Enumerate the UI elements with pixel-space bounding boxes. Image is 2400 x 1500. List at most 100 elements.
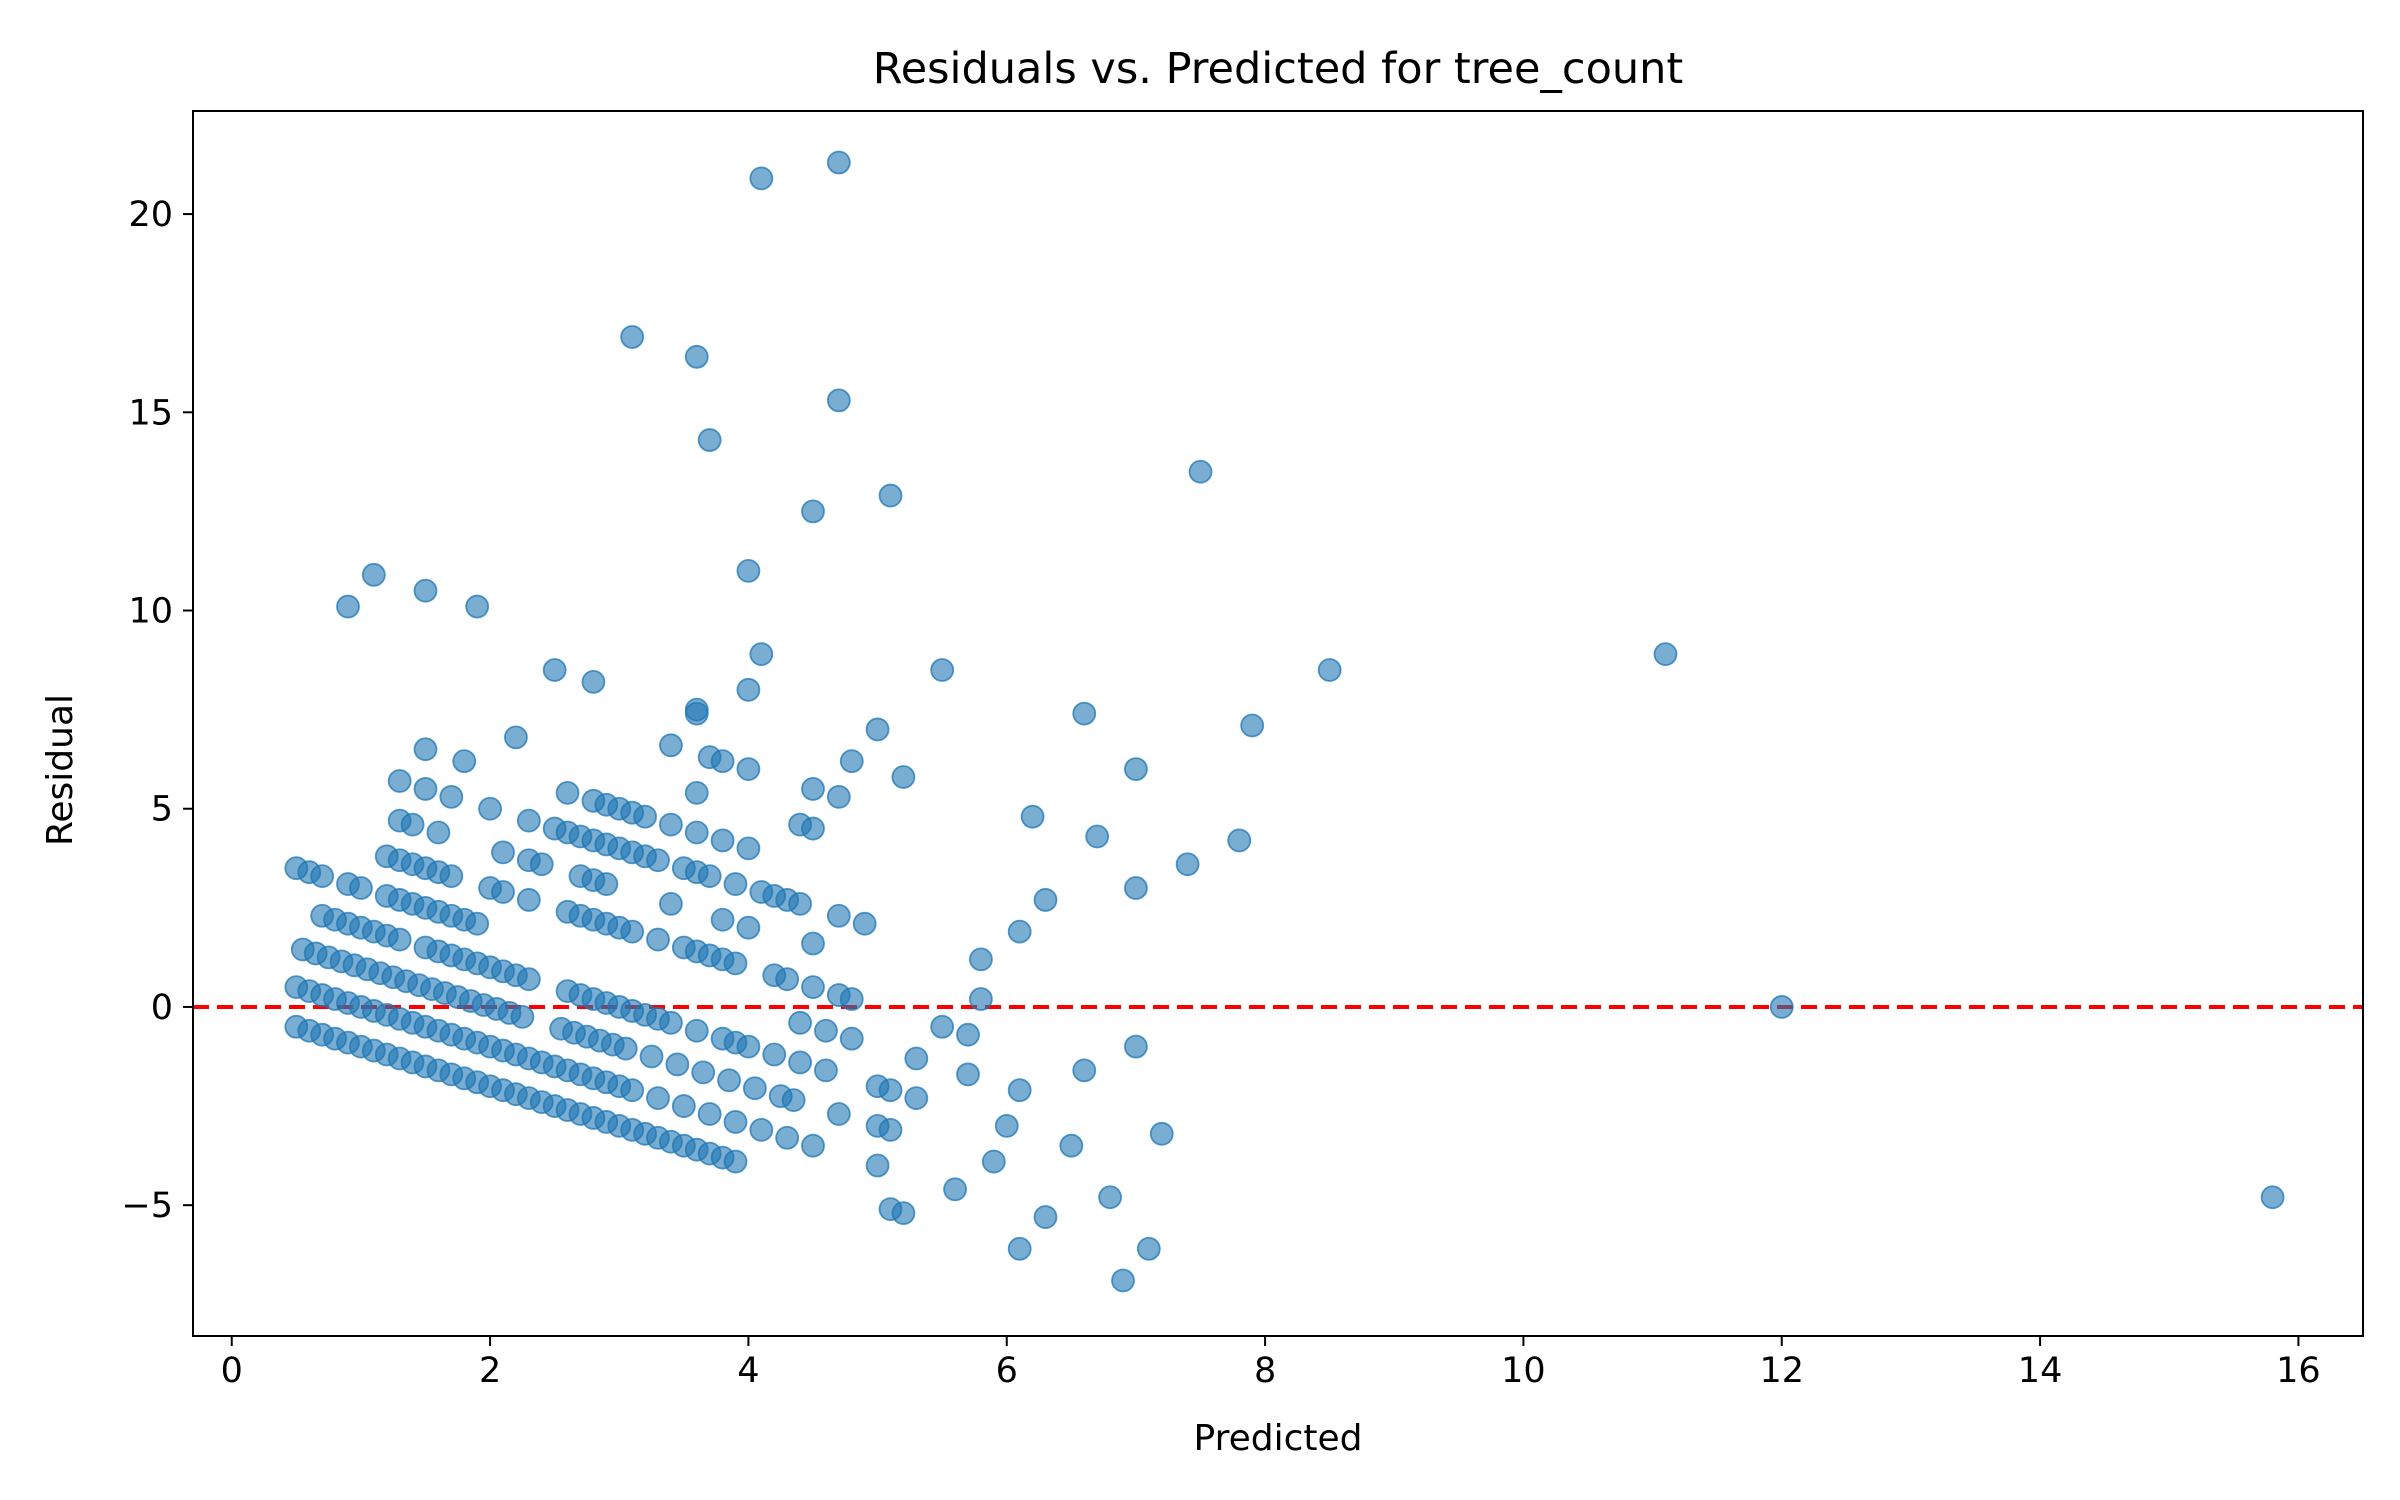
- scatter-point: [659, 1010, 683, 1035]
- scatter-point: [510, 1004, 535, 1029]
- plot-layer: 0 2 4 6 8 10 12 14 16 −5 0 5 10 15 20: [121, 110, 2364, 1391]
- scatter-point: [865, 1153, 890, 1178]
- scatter-point: [1007, 1236, 1032, 1261]
- scatter-point: [659, 812, 683, 837]
- scatter-point: [613, 1036, 638, 1061]
- scatter-point: [956, 1062, 980, 1087]
- scatter-point: [710, 828, 735, 853]
- scatter-point: [336, 594, 360, 619]
- scatter-point: [516, 888, 541, 912]
- scatter-point: [646, 927, 670, 952]
- scatter-point: [659, 891, 683, 916]
- scatter-point: [400, 812, 425, 837]
- scatter-point: [697, 1102, 722, 1126]
- scatter-point: [904, 1086, 929, 1111]
- scatter-point: [742, 1076, 767, 1101]
- scatter-point: [878, 1117, 903, 1142]
- scatter-point: [387, 769, 412, 793]
- scatter-point: [478, 796, 502, 821]
- scatter-point: [1007, 919, 1032, 944]
- x-tick-label: 10: [1501, 1351, 1546, 1391]
- scatter-point: [465, 911, 490, 936]
- x-tick-label: 16: [2276, 1351, 2321, 1391]
- scatter-point: [788, 891, 812, 916]
- scatter-point: [697, 864, 722, 889]
- scatter-point: [594, 872, 619, 896]
- scatter-point: [762, 1042, 787, 1067]
- scatter-point: [865, 717, 890, 742]
- scatter-point: [665, 1052, 690, 1077]
- x-tick-label: 14: [2018, 1351, 2063, 1391]
- scatter-point: [981, 1149, 1006, 1174]
- scatter-point: [891, 1201, 916, 1226]
- scatter-point: [891, 765, 916, 789]
- x-tick-label: 12: [1759, 1351, 1804, 1391]
- scatter-point: [801, 816, 825, 841]
- plot-frame: [192, 110, 2364, 1337]
- scatter-point: [994, 1113, 1019, 1138]
- scatter-point: [1085, 824, 1110, 849]
- scatter-point: [361, 562, 386, 587]
- scatter-point: [969, 947, 993, 972]
- y-tick-label: 5: [151, 790, 173, 830]
- scatter-point: [749, 166, 774, 191]
- scatter-point: [1072, 1058, 1097, 1083]
- scatter-point: [1072, 701, 1097, 726]
- scatter-point: [814, 1018, 838, 1043]
- scatter-point: [826, 784, 851, 809]
- scatter-point: [801, 777, 825, 801]
- scatter-point: [723, 951, 748, 976]
- scatter-point: [620, 919, 645, 944]
- scatter-point: [2260, 1185, 2285, 1210]
- scatter-point: [930, 658, 955, 682]
- scatter-point: [439, 784, 464, 809]
- scatter-point: [581, 669, 606, 694]
- scatter-point: [504, 725, 528, 750]
- scatter-point: [684, 697, 709, 722]
- scatter-point: [1007, 1078, 1032, 1103]
- scatter-point: [1240, 713, 1265, 738]
- scatter-point: [710, 749, 735, 774]
- scatter-point: [633, 804, 657, 829]
- scatter-point: [697, 428, 722, 452]
- scatter-point: [736, 757, 761, 781]
- scatter-point: [516, 967, 541, 992]
- scatter-point: [1033, 1205, 1058, 1229]
- scatter-point: [1098, 1185, 1122, 1210]
- scatter-point: [814, 1058, 838, 1083]
- scatter-point: [826, 1102, 851, 1126]
- scatter-point: [826, 150, 851, 175]
- scatter-point: [801, 931, 825, 956]
- scatter-point: [878, 1078, 903, 1103]
- scatter-point: [349, 876, 373, 900]
- scatter-point: [781, 1088, 806, 1113]
- scatter-point: [710, 907, 735, 932]
- scatter-point: [1317, 658, 1342, 682]
- scatter-point: [426, 820, 451, 845]
- scatter-point: [904, 1046, 929, 1071]
- y-tick-label: 10: [128, 592, 173, 632]
- scatter-point: [1111, 1268, 1135, 1293]
- scatter-point: [413, 578, 438, 603]
- scatter-point: [839, 987, 864, 1011]
- scatter-point: [581, 788, 606, 813]
- y-tick-label: 20: [128, 195, 173, 235]
- scatter-point: [736, 677, 761, 702]
- scatter-point: [529, 852, 554, 877]
- scatter-point: [852, 911, 877, 936]
- x-tick-label: 0: [221, 1351, 243, 1391]
- scatter-point: [801, 499, 825, 524]
- scatter-point: [1227, 828, 1252, 853]
- scatter-point: [1020, 804, 1045, 829]
- scatter-point: [930, 1014, 955, 1039]
- scatter-point: [1136, 1236, 1161, 1261]
- scatter-point: [491, 840, 515, 865]
- scatter-point: [788, 1050, 812, 1075]
- scatter-point: [943, 1177, 967, 1202]
- scatter-point: [684, 344, 709, 369]
- y-axis-label: Residual: [40, 694, 81, 846]
- scatter-point: [684, 780, 709, 805]
- scatter-point: [736, 558, 761, 583]
- scatter-point: [491, 880, 515, 904]
- scatter-point: [749, 1117, 774, 1142]
